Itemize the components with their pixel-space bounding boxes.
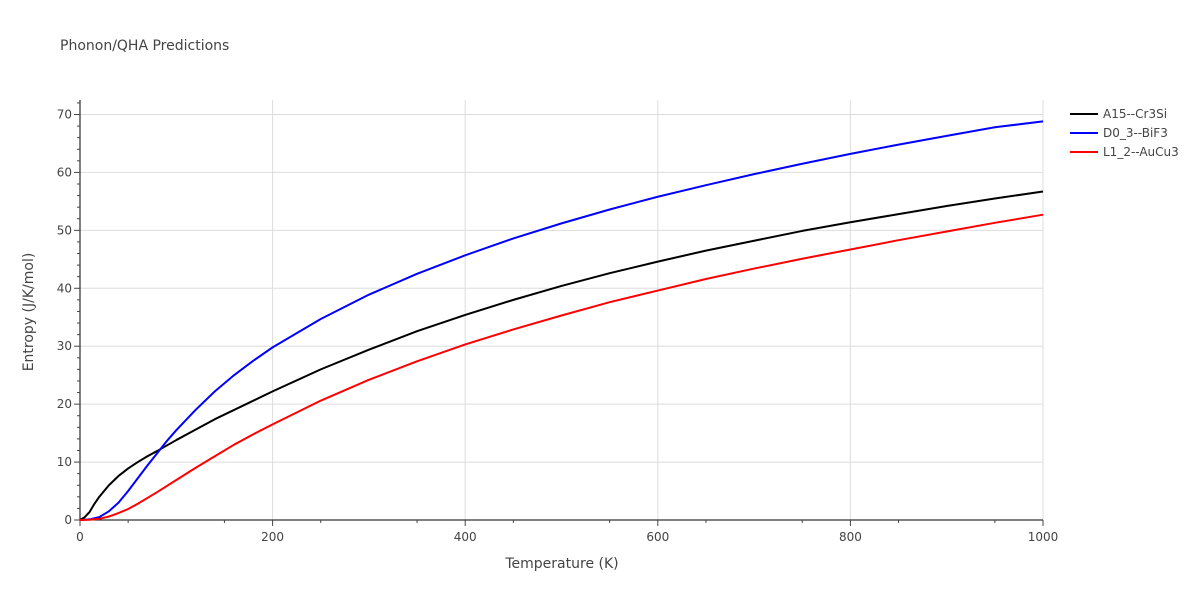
series-line: [79, 190, 1044, 521]
x-tick-label: 800: [839, 530, 862, 544]
chart-title: Phonon/QHA Predictions: [60, 38, 229, 54]
x-tick-label: 200: [261, 530, 284, 544]
x-tick-label: 0: [76, 530, 84, 544]
x-tick-label: 600: [646, 530, 669, 544]
legend[interactable]: A15--Cr3Si D0_3--BiF3 L1_2--AuCu3: [1070, 107, 1179, 159]
series-lines: [79, 120, 1044, 521]
legend-label: A15--Cr3Si: [1103, 107, 1167, 121]
y-tick-label: 60: [57, 165, 72, 179]
axes: [74, 100, 1044, 526]
legend-item[interactable]: A15--Cr3Si: [1070, 107, 1167, 121]
y-tick-label: 40: [57, 281, 72, 295]
series-line: [79, 120, 1044, 521]
y-tick-label: 0: [64, 513, 72, 527]
y-tick-label: 30: [57, 339, 72, 353]
y-tick-label: 50: [57, 223, 72, 237]
x-axis-title: Temperature (K): [504, 556, 618, 572]
x-tick-label: 400: [454, 530, 477, 544]
tick-labels: 0 200 400 600 800 1000 0 10 20 30 40 50 60 70: [57, 107, 1059, 544]
legend-label: L1_2--AuCu3: [1103, 145, 1179, 159]
y-axis-title: Entropy (J/K/mol): [21, 253, 37, 372]
legend-item[interactable]: D0_3--BiF3: [1070, 126, 1168, 140]
y-tick-label: 70: [57, 107, 72, 121]
series-line: [79, 213, 1044, 521]
y-tick-label: 20: [57, 397, 72, 411]
legend-item[interactable]: L1_2--AuCu3: [1070, 145, 1179, 159]
grid: [80, 100, 1044, 520]
y-tick-label: 10: [57, 455, 72, 469]
legend-label: D0_3--BiF3: [1103, 126, 1168, 140]
x-tick-label: 1000: [1028, 530, 1059, 544]
